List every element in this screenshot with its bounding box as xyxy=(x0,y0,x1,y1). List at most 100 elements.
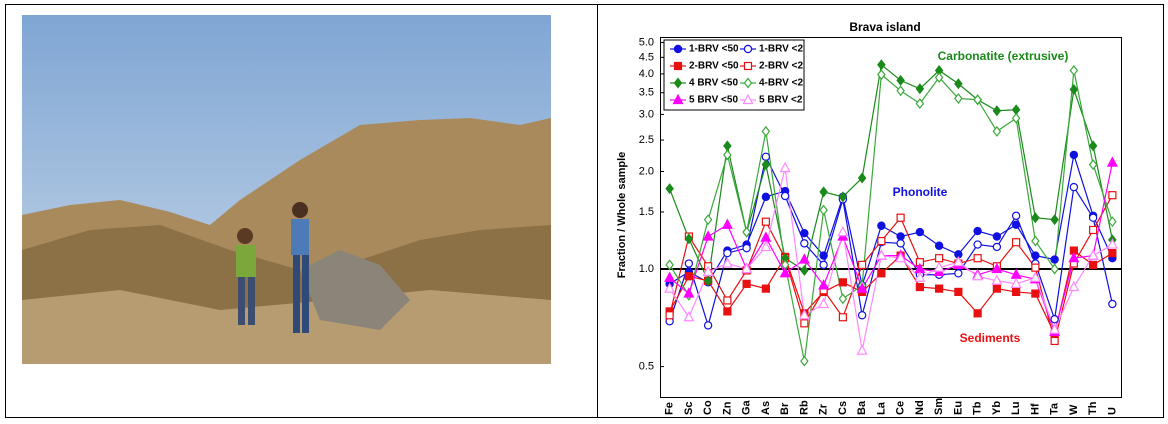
data-point xyxy=(973,94,982,106)
data-point xyxy=(973,309,982,318)
legend-label: 2-BRV <50 xyxy=(689,61,739,72)
data-point xyxy=(838,293,848,305)
data-point xyxy=(973,240,982,249)
data-point xyxy=(992,125,1002,137)
x-tick-label: Ce xyxy=(895,401,907,415)
x-tick-label: Fe xyxy=(664,402,676,415)
data-point xyxy=(664,282,676,293)
x-tick-label: Nd xyxy=(914,400,926,415)
data-point xyxy=(914,271,926,282)
data-point xyxy=(683,310,695,322)
data-point xyxy=(1011,220,1021,229)
data-point xyxy=(702,265,714,276)
y-tick-label: 1.5 xyxy=(639,206,654,218)
table-border xyxy=(5,4,1164,418)
data-point xyxy=(856,282,868,293)
data-point xyxy=(875,249,887,260)
data-point xyxy=(800,264,809,276)
data-point xyxy=(780,191,790,201)
data-point xyxy=(972,269,984,281)
data-point xyxy=(992,284,1001,293)
data-point xyxy=(1108,299,1117,309)
data-point xyxy=(935,254,944,263)
y-tick-label: 2.0 xyxy=(639,165,654,177)
annotation: Phonolite xyxy=(893,185,948,199)
data-point xyxy=(723,248,732,258)
data-point xyxy=(1068,251,1080,263)
legend-marker xyxy=(742,93,754,105)
data-point xyxy=(798,308,810,320)
data-point xyxy=(991,274,1003,285)
data-point xyxy=(818,297,830,309)
legend-label: 4 BRV <50 xyxy=(689,78,738,89)
y-tick-label: 0.5 xyxy=(639,361,654,373)
photo-ground xyxy=(22,290,551,364)
legend-marker xyxy=(673,61,683,71)
data-point xyxy=(798,253,810,264)
series-line xyxy=(669,70,1113,362)
data-point xyxy=(721,257,733,268)
data-point xyxy=(877,59,886,71)
data-point xyxy=(954,287,963,297)
data-point xyxy=(896,74,905,86)
data-point xyxy=(761,192,771,202)
legend-box xyxy=(663,39,805,111)
series-line xyxy=(669,167,1113,351)
data-point xyxy=(954,269,963,278)
x-tick-label: Tb xyxy=(972,401,984,415)
annotation: Carbonatite (extrusive) xyxy=(938,49,1069,63)
x-tick-label: Lu xyxy=(1010,402,1022,415)
data-point xyxy=(992,232,1002,241)
legend-marker xyxy=(743,77,753,89)
data-point xyxy=(1089,225,1098,235)
data-point xyxy=(665,183,674,195)
data-point xyxy=(934,241,944,250)
legend-marker xyxy=(673,77,683,89)
x-tick-label: Zn xyxy=(721,401,733,415)
data-point xyxy=(1031,251,1040,260)
data-point xyxy=(837,225,849,237)
x-tick-label: Cs xyxy=(837,401,849,415)
data-point xyxy=(1089,260,1098,269)
y-tick-label: 4.5 xyxy=(639,51,654,63)
data-point xyxy=(954,92,963,104)
data-point xyxy=(973,226,982,236)
data-point xyxy=(1068,280,1080,292)
data-point xyxy=(723,149,732,161)
plot-frame xyxy=(660,37,1122,398)
y-tick-label: 4.0 xyxy=(639,68,654,80)
data-point xyxy=(721,218,733,229)
photo-person xyxy=(291,202,309,333)
data-point xyxy=(1069,182,1079,192)
x-tick-label: Yb xyxy=(991,401,1003,415)
data-point xyxy=(1031,235,1040,247)
data-point xyxy=(1069,150,1079,160)
legend-label: 1-BRV <50 xyxy=(689,44,739,55)
data-point xyxy=(856,344,868,355)
photo xyxy=(22,15,551,364)
data-point xyxy=(703,275,713,287)
data-point xyxy=(933,261,945,272)
x-tick-label: U xyxy=(1106,407,1118,415)
data-point xyxy=(1108,191,1117,200)
data-point xyxy=(819,251,828,260)
data-point xyxy=(1088,159,1098,171)
data-point xyxy=(1050,255,1059,264)
data-point xyxy=(703,321,713,330)
data-point xyxy=(1050,263,1059,275)
data-point xyxy=(684,233,694,245)
x-tick-label: Ga xyxy=(741,399,753,415)
data-point xyxy=(991,262,1003,274)
data-point xyxy=(723,307,732,316)
data-point xyxy=(684,259,694,268)
data-point xyxy=(954,78,963,90)
data-point xyxy=(760,240,772,252)
photo-person xyxy=(236,228,256,325)
photo-rock xyxy=(300,250,410,330)
x-tick-label: Zr xyxy=(818,403,830,415)
x-tick-label: Br xyxy=(779,402,791,415)
y-tick-label: 3.5 xyxy=(639,87,654,99)
data-point xyxy=(1088,213,1098,222)
